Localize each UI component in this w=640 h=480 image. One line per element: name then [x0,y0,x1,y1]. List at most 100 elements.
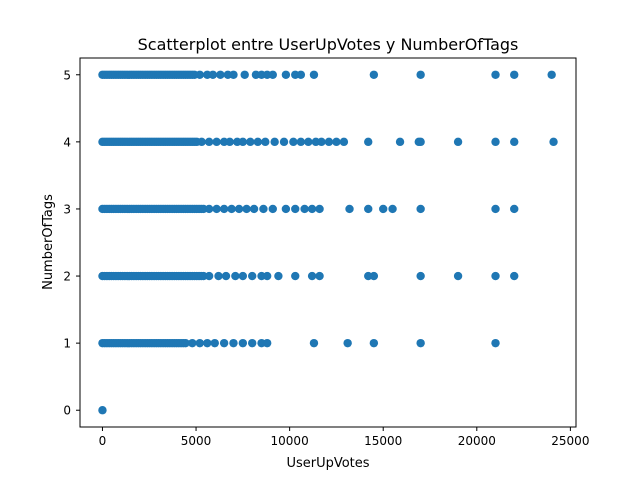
scatter-point [453,271,463,281]
scatter-point [214,271,223,281]
scatter-point [300,204,309,214]
scatter-point [416,338,425,348]
scatter-point [453,137,463,147]
scatter-point [212,137,221,147]
scatter-point [248,271,257,281]
scatter-point [491,271,500,281]
scatter-point [388,204,397,214]
scatter-point [261,137,270,147]
scatter-point [315,271,324,281]
y-axis-ticks: 0 1 2 3 4 5 [63,68,80,418]
scatter-point [216,70,225,79]
scatter-point [324,137,334,147]
y-axis-label: NumberOfTags [41,194,56,290]
y-tick-label: 4 [63,135,71,149]
scatter-point [229,70,238,79]
scatter-point [219,204,229,214]
x-tick-label: 20000 [458,434,496,448]
scatter-point [204,271,214,281]
scatter-point [231,271,240,281]
scatter-point [281,70,291,79]
y-tick-label: 2 [63,270,71,284]
y-tick-label: 0 [63,404,71,418]
scatter-point [317,137,326,147]
scatter-point [491,70,500,79]
scatter-point [416,204,425,214]
scatter-point [210,338,219,348]
scatter-point [289,137,298,147]
scatter-point [249,204,259,214]
scatter-point [281,204,291,214]
scatter-point [204,137,214,147]
scatter-point [307,271,317,281]
x-axis-ticks: 0 5000 10000 15000 20000 25000 [99,427,589,448]
scatter-point [229,338,238,348]
y-tick-label: 3 [63,202,71,216]
scatter-point [234,204,244,214]
scatter-point [246,137,255,147]
scatter-point [262,338,272,348]
scatter-point [253,137,263,147]
scatter-point [416,271,425,281]
scatter-point [188,338,197,348]
scatter-point [345,204,354,214]
scatter-point [364,204,373,214]
scatter-point [195,70,204,79]
scatter-point [296,137,306,147]
scatter-point [268,204,277,214]
scatter-point [315,204,324,214]
scatter-point [304,137,313,147]
scatter-point [510,70,519,79]
x-tick-label: 25000 [551,434,589,448]
scatter-point [208,70,218,79]
scatter-point [279,137,289,147]
x-axis-label: UserUpVotes [286,456,369,471]
scatter-point [238,137,248,147]
scatter-point [181,338,190,348]
scatter-point [510,271,519,281]
scatter-point [238,271,248,281]
scatter-point [339,137,349,147]
scatter-point [291,271,300,281]
scatter-point [238,338,248,348]
chart-title: Scatterplot entre UserUpVotes y NumberOf… [138,35,519,54]
scatter-point [309,338,319,348]
scatter-point [268,70,277,79]
scatter-point [364,137,373,147]
plot-frame [79,57,577,428]
scatter-point [204,204,214,214]
scatter-point [395,137,405,147]
scatter-point [369,338,379,348]
y-tick-label: 1 [63,337,71,351]
x-tick-label: 15000 [364,434,402,448]
scatter-point [510,137,519,147]
scatter-point [274,271,283,281]
scatter-point [369,271,379,281]
scatter-point [259,204,268,214]
x-tick-label: 0 [99,434,107,448]
scatter-point [197,137,206,147]
scatter-point [195,338,204,348]
y-tick-label: 5 [63,68,71,82]
x-tick-label: 10000 [271,434,309,448]
scatter-point [221,271,231,281]
scatter-point [262,271,272,281]
points-layer [98,70,558,415]
scatter-point [491,137,500,147]
scatter-point [242,204,251,214]
scatter-point [491,338,500,348]
scatter-point [248,338,257,348]
scatter-point [203,338,212,348]
scatter-point [549,137,558,147]
scatter-point [270,137,279,147]
scatter-point [369,70,379,79]
scatter-point [510,204,519,214]
scatter-point [219,338,229,348]
scatter-point [98,406,107,415]
scatter-point [307,204,317,214]
scatter-point [416,70,425,79]
scatter-point [547,70,556,79]
scatter-point [379,204,388,214]
